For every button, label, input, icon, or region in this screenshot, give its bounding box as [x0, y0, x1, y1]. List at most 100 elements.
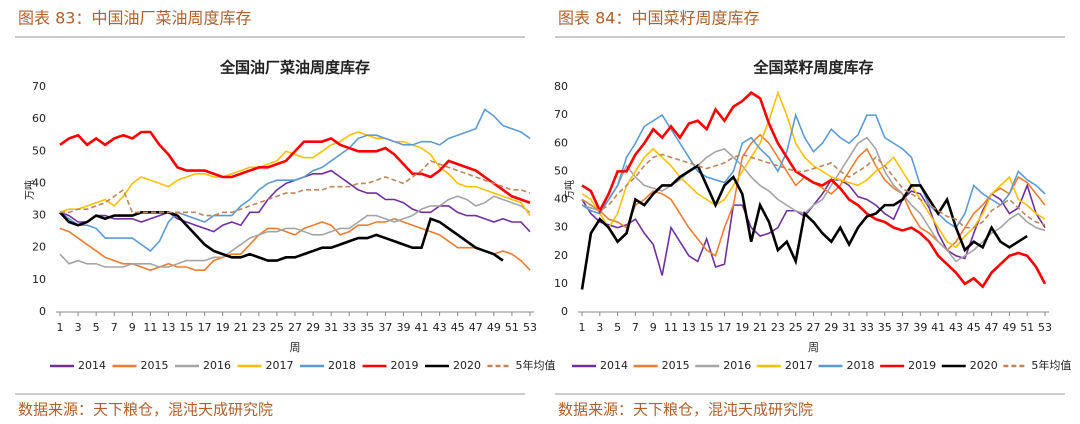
- y-tick-label: 50: [554, 164, 568, 177]
- x-axis-label: 周: [808, 341, 819, 354]
- x-tick-label: 31: [324, 321, 338, 334]
- source: 数据来源：天下粮仓，混沌天成研究院: [558, 401, 813, 419]
- x-tick-label: 23: [252, 321, 266, 334]
- legend-label: 2020: [970, 359, 998, 372]
- legend-label: 2014: [78, 359, 106, 372]
- series-line: [59, 130, 531, 204]
- x-tick-label: 9: [650, 321, 657, 334]
- legend-label: 2018: [847, 359, 875, 372]
- chart-title: 全国油厂菜油周度库存: [219, 59, 370, 77]
- x-tick-label: 7: [111, 321, 118, 334]
- x-tick-label: 33: [342, 321, 356, 334]
- x-tick-label: 29: [824, 321, 838, 334]
- legend-label: 2020: [453, 359, 481, 372]
- x-tick-label: 27: [807, 321, 821, 334]
- legend-label: 2019: [391, 359, 419, 372]
- x-tick-label: 11: [664, 321, 678, 334]
- legend-label: 2016: [203, 359, 231, 372]
- x-tick-label: 19: [735, 321, 749, 334]
- x-tick-label: 35: [878, 321, 892, 334]
- legend-label: 2015: [141, 359, 169, 372]
- y-tick-label: 0: [39, 305, 46, 318]
- legend-label: 2014: [600, 359, 628, 372]
- x-tick-label: 23: [771, 321, 785, 334]
- legend-label: 2017: [266, 359, 294, 372]
- y-tick-label: 60: [554, 136, 568, 149]
- x-tick-label: 27: [288, 321, 302, 334]
- legend-label: 2015: [662, 359, 690, 372]
- y-tick-label: 60: [32, 112, 46, 125]
- x-tick-label: 5: [93, 321, 100, 334]
- x-tick-label: 47: [985, 321, 999, 334]
- y-axis-label: 万吨: [563, 180, 576, 200]
- y-tick-label: 20: [554, 249, 568, 262]
- y-tick-label: 20: [32, 241, 46, 254]
- x-tick-label: 3: [75, 321, 82, 334]
- y-tick-label: 30: [32, 209, 46, 222]
- x-tick-label: 41: [931, 321, 945, 334]
- x-tick-label: 31: [842, 321, 856, 334]
- x-tick-label: 51: [1020, 321, 1034, 334]
- series-line: [581, 90, 1047, 289]
- x-tick-label: 13: [682, 321, 696, 334]
- x-tick-label: 21: [753, 321, 767, 334]
- legend-label: 2016: [723, 359, 751, 372]
- x-tick-label: 1: [57, 321, 64, 334]
- x-tick-label: 39: [913, 321, 927, 334]
- x-tick-label: 49: [1002, 321, 1016, 334]
- series-line: [60, 159, 531, 217]
- legend-label: 5年均值: [516, 358, 556, 372]
- x-tick-label: 11: [143, 321, 157, 334]
- series-line: [581, 112, 1046, 229]
- x-tick-label: 15: [700, 321, 714, 334]
- y-tick-label: 0: [561, 305, 568, 318]
- x-tick-label: 17: [198, 321, 212, 334]
- x-tick-label: 39: [396, 321, 410, 334]
- figure-caption: 图表 83：中国油厂菜油周度库存: [18, 9, 251, 28]
- x-tick-label: 3: [596, 321, 603, 334]
- x-tick-label: 25: [789, 321, 803, 334]
- x-axis-label: 周: [290, 341, 301, 354]
- legend-label: 2018: [328, 359, 356, 372]
- series-line: [59, 108, 531, 252]
- series-line: [580, 163, 1028, 290]
- x-tick-label: 17: [717, 321, 731, 334]
- source: 数据来源：天下粮仓，混沌天成研究院: [18, 401, 273, 419]
- y-tick-label: 40: [554, 193, 568, 206]
- x-tick-label: 33: [860, 321, 874, 334]
- x-tick-label: 47: [469, 321, 483, 334]
- legend-label: 5年均值: [1031, 358, 1071, 372]
- x-tick-label: 1: [579, 321, 586, 334]
- x-tick-label: 37: [378, 321, 392, 334]
- x-tick-label: 21: [234, 321, 248, 334]
- x-tick-label: 37: [896, 321, 910, 334]
- y-axis-label: 万吨: [23, 180, 36, 200]
- series-line: [59, 211, 504, 262]
- x-tick-label: 9: [129, 321, 136, 334]
- y-tick-label: 30: [554, 221, 568, 234]
- x-tick-label: 45: [967, 321, 981, 334]
- series-line: [581, 153, 1046, 229]
- y-tick-label: 10: [32, 273, 46, 286]
- legend-label: 2019: [908, 359, 936, 372]
- x-tick-label: 51: [505, 321, 519, 334]
- y-tick-label: 80: [554, 80, 568, 93]
- y-tick-label: 40: [32, 176, 46, 189]
- series-line: [581, 90, 1046, 249]
- chart-title: 全国菜籽周度库存: [752, 59, 873, 77]
- x-tick-label: 25: [270, 321, 284, 334]
- y-tick-label: 50: [32, 144, 46, 157]
- y-tick-label: 70: [32, 80, 46, 93]
- x-tick-label: 35: [360, 321, 374, 334]
- x-tick-label: 49: [487, 321, 501, 334]
- x-tick-label: 13: [161, 321, 175, 334]
- figure-caption: 图表 84：中国菜籽周度库存: [558, 9, 759, 28]
- x-tick-label: 43: [433, 321, 447, 334]
- x-tick-label: 19: [216, 321, 230, 334]
- x-tick-label: 15: [180, 321, 194, 334]
- x-tick-label: 29: [306, 321, 320, 334]
- series-line: [581, 136, 1046, 263]
- x-tick-label: 41: [415, 321, 429, 334]
